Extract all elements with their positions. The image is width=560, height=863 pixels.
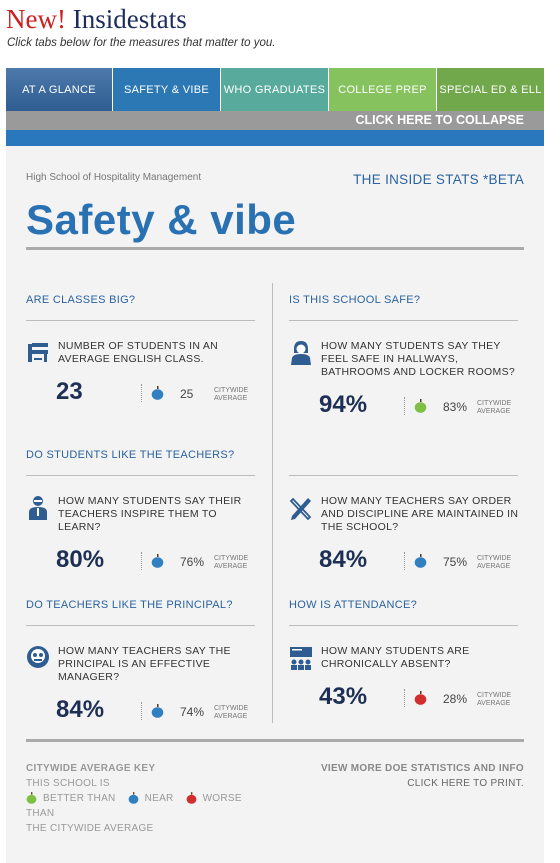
collapse-button[interactable]: CLICK HERE TO COLLAPSE [6,111,544,130]
citywide-value: 83% [443,400,468,414]
metric-separator [404,397,405,415]
print-link[interactable]: CLICK HERE TO PRINT. [407,778,524,789]
principal-icon [27,646,49,668]
key-better: BETTER THAN [26,792,116,804]
heading-attendance: HOW IS ATTENDANCE? [289,599,418,611]
metric-description: HOW MANY STUDENTS SAY THEY FEEL SAFE IN … [321,340,516,378]
metric-value: 23 [56,378,83,405]
metric-value: 94% [319,391,368,418]
brand-name: Insidestats [72,4,187,34]
column-divider [272,283,273,723]
metric-description: HOW MANY STUDENTS ARE CHRONICALLY ABSENT… [321,645,470,670]
content-panel: High School of Hospitality Management TH… [6,146,544,863]
apple-near-icon [128,792,138,804]
key-title: CITYWIDE AVERAGE KEY [26,763,156,774]
pencil-ruler-icon [289,497,312,521]
metric-description: NUMBER OF STUDENTS IN AN AVERAGE ENGLISH… [58,340,219,365]
student-icon [291,341,311,365]
school-name: High School of Hospitality Management [26,172,202,183]
doe-statistics-link[interactable]: VIEW MORE DOE STATISTICS AND INFO [320,763,524,774]
beta-label: THE INSIDE STATS *BETA [353,172,524,187]
metric-order: HOW MANY TEACHERS SAY ORDER AND DISCIPLI… [289,495,521,575]
metric-separator [141,552,142,570]
apple-near-icon [151,554,164,568]
metric-description: HOW MANY TEACHERS SAY ORDER AND DISCIPLI… [321,495,519,533]
heading-principal: DO TEACHERS LIKE THE PRINCIPAL? [26,599,233,611]
key-line-last: THE CITYWIDE AVERAGE [26,823,154,834]
key-line-than: THAN [26,808,55,819]
metric-principal: HOW MANY TEACHERS SAY THE PRINCIPAL IS A… [26,645,258,725]
heading-rule [289,320,518,321]
heading-safe: IS THIS SCHOOL SAFE? [289,294,421,306]
heading-rule [26,475,255,476]
tab-who-graduates[interactable]: WHO GRADUATES [221,68,329,111]
citywide-value: 25 [180,387,194,401]
tab-safety-vibe[interactable]: SAFETY & VIBE [113,68,221,111]
key-legend: BETTER THAN NEAR WORSE [26,792,254,804]
metric-value: 80% [56,546,105,573]
metric-value: 84% [56,696,105,723]
apple-near-icon [151,386,164,400]
tagline: Click tabs below for the measures that m… [7,37,276,49]
apple-near-icon [414,554,427,568]
heading-rule [289,625,518,626]
key-near: NEAR [128,792,174,804]
apple-near-icon [151,704,164,718]
metric-separator [404,689,405,707]
citywide-label: CITYWIDE AVERAGE [477,555,512,570]
citywide-value: 74% [180,705,205,719]
apple-better-icon [414,399,427,413]
tab-at-a-glance[interactable]: AT A GLANCE [6,68,113,111]
citywide-label: CITYWIDE AVERAGE [214,387,249,402]
teacher-icon [29,496,47,520]
key-line1: THIS SCHOOL IS [26,778,110,789]
metric-classes: NUMBER OF STUDENTS IN AN AVERAGE ENGLISH… [26,340,258,410]
title-divider [26,247,524,250]
citywide-label: CITYWIDE AVERAGE [214,555,249,570]
metric-description: HOW MANY TEACHERS SAY THE PRINCIPAL IS A… [58,645,231,683]
brand-logo: New! Insidestats [6,4,187,34]
citywide-value: 75% [443,555,468,569]
school-desk-icon [28,343,48,362]
citywide-label: CITYWIDE AVERAGE [477,692,512,707]
heading-rule [26,320,255,321]
metric-description: HOW MANY STUDENTS SAY THEIR TEACHERS INS… [58,495,242,533]
metric-separator [141,384,142,402]
accent-bar [6,130,544,146]
metric-value: 84% [319,546,368,573]
footer-divider [26,739,524,742]
heading-classes: ARE CLASSES BIG? [26,294,136,306]
citywide-label: CITYWIDE AVERAGE [214,705,249,720]
metric-separator [141,702,142,720]
citywide-value: 28% [443,692,468,706]
heading-rule [26,625,255,626]
tab-bar: AT A GLANCE SAFETY & VIBE WHO GRADUATES … [6,68,544,111]
metric-teachers: HOW MANY STUDENTS SAY THEIR TEACHERS INS… [26,495,258,575]
apple-better-icon [26,792,37,804]
classroom-icon [290,647,312,670]
tab-college-prep[interactable]: COLLEGE PREP [329,68,437,111]
tab-special-ed-ell[interactable]: SPECIAL ED & ELL [437,68,544,111]
heading-rule [289,475,518,476]
apple-worse-icon [414,691,427,705]
page-title: Safety & vibe [26,196,297,243]
citywide-value: 76% [180,555,205,569]
apple-worse-icon [186,792,196,804]
heading-teachers: DO STUDENTS LIKE THE TEACHERS? [26,449,235,461]
metric-attendance: HOW MANY STUDENTS ARE CHRONICALLY ABSENT… [289,645,521,715]
brand-new: New! [6,4,66,34]
metric-safe: HOW MANY STUDENTS SAY THEY FEEL SAFE IN … [289,340,521,420]
key-worse: WORSE [186,792,242,804]
metric-separator [404,552,405,570]
metric-value: 43% [319,683,368,710]
citywide-label: CITYWIDE AVERAGE [477,400,512,415]
